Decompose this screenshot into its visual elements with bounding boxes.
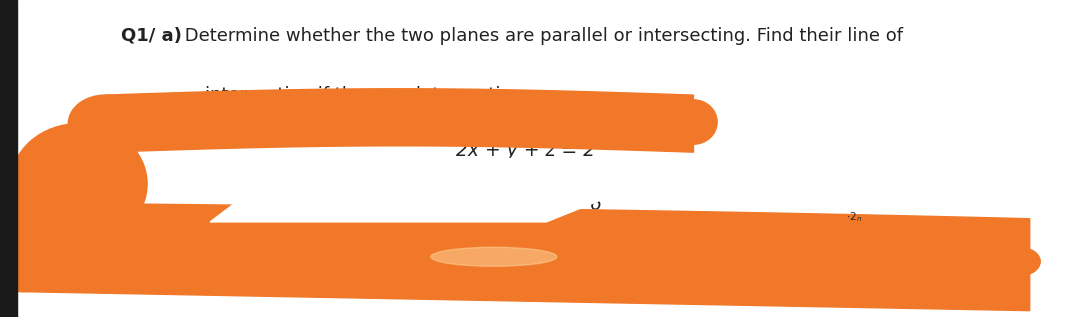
Text: x + y + 3z = −6: x + y + 3z = −6 bbox=[448, 195, 603, 214]
Ellipse shape bbox=[998, 247, 1040, 276]
Ellipse shape bbox=[670, 100, 717, 144]
Ellipse shape bbox=[431, 247, 557, 266]
Polygon shape bbox=[21, 203, 1029, 311]
Text: Q1/ a): Q1/ a) bbox=[121, 27, 181, 45]
Bar bbox=[0, 0, 17, 317]
Ellipse shape bbox=[0, 203, 55, 292]
Text: 2x + y + z = 2: 2x + y + z = 2 bbox=[456, 141, 595, 160]
Polygon shape bbox=[105, 89, 693, 152]
Ellipse shape bbox=[68, 95, 141, 152]
Text: Determine whether the two planes are parallel or intersecting. Find their line o: Determine whether the two planes are par… bbox=[178, 27, 903, 45]
Text: $\cdot 2_n$: $\cdot 2_n$ bbox=[846, 210, 862, 224]
Ellipse shape bbox=[11, 124, 147, 244]
Text: intersection if they are intersecting:: intersection if they are intersecting: bbox=[205, 86, 529, 104]
Polygon shape bbox=[211, 158, 704, 222]
